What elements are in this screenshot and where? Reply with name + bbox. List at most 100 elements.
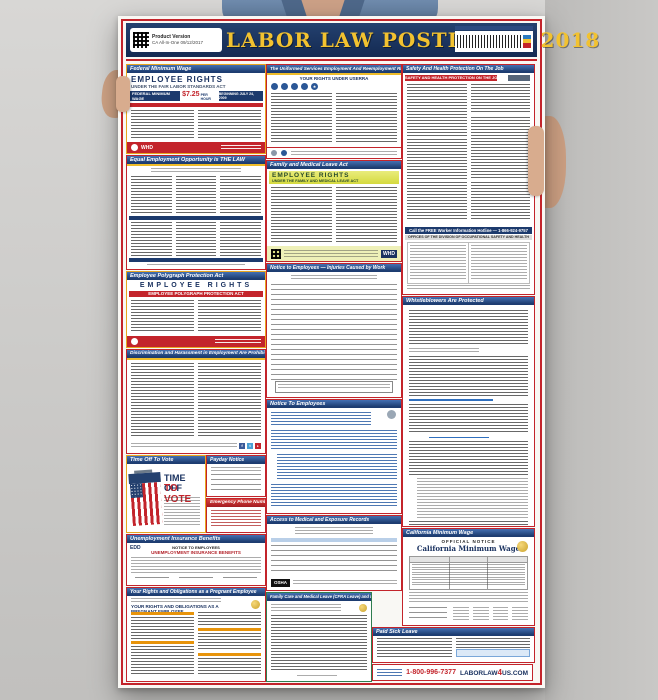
polygraph-band: EMPLOYEE POLYGRAPH PROTECTION ACT (129, 291, 263, 297)
eeo-subband-1 (129, 216, 263, 220)
safety-logo-icon (508, 75, 530, 81)
qr-code-icon (133, 32, 149, 48)
section-header-vote: Time Off To Vote (127, 456, 205, 464)
fmla-banner-sub: UNDER THE FAMILY AND MEDICAL LEAVE ACT (272, 179, 359, 183)
injuries-form-lines (271, 284, 397, 380)
section-header-fmla: Family and Medical Leave Act (267, 161, 401, 169)
section-edd-notice: Notice To Employees (266, 399, 402, 514)
section-header-psl: Paid Sick Leave (373, 628, 534, 636)
eeo-footer-lines (147, 264, 245, 267)
section-header-cmw: California Minimum Wage (403, 529, 534, 537)
footer-info-lines (377, 668, 403, 677)
cmw-rate-columns (453, 607, 528, 621)
flsa-title: EMPLOYEE RIGHTS (131, 75, 223, 84)
flsa-subtitle: UNDER THE FAIR LABOR STANDARDS ACT (131, 84, 226, 89)
footer-brand-logo: LABORLAW 4 US.COM (460, 668, 528, 677)
userra-footer-strip (267, 147, 401, 158)
section-federal-minimum-wage: Federal Minimum Wage EMPLOYEE RIGHTS UND… (126, 64, 266, 154)
payday-intro-lines (211, 467, 261, 472)
fmla-banner: EMPLOYEE RIGHTS UNDER THE FAMILY AND MED… (269, 171, 399, 184)
section-polygraph: Employee Polygraph Protection Act EMPLOY… (126, 271, 266, 348)
barcode-box (455, 31, 533, 52)
section-header-unemployment: Unemployment Insurance Benefits (127, 535, 265, 543)
whistleblower-link-line (429, 436, 489, 438)
section-safety-health: Safety And Health Protection On The Job … (402, 64, 535, 295)
barcode-caption-band (455, 26, 533, 30)
eeo-intro-lines (151, 168, 241, 174)
userra-footer-logo-icon (271, 150, 277, 156)
section-fmla: Family and Medical Leave Act EMPLOYEE RI… (266, 160, 402, 262)
fmla-footer-lines (284, 249, 379, 258)
section-header-whistleblower: Whistleblowers Are Protected (403, 297, 534, 305)
barcode-logo-icon (523, 35, 531, 48)
section-header-eeo: Equal Employment Opportunity is THE LAW (127, 156, 265, 164)
cmw-official-notice: OFFICIAL NOTICE (441, 539, 496, 544)
vote-body-lines (164, 497, 200, 527)
poster-header-band: Product Version CA All-In-One 09/12/2017… (126, 23, 599, 57)
section-cfra: Family Care and Medical Leave (CFRA Leav… (266, 592, 372, 682)
access-footer-row: OSHA (271, 578, 397, 587)
userra-branch-icon (281, 83, 288, 90)
flsa-body-text (131, 110, 261, 138)
eeo-body-top (131, 176, 262, 214)
section-header-injuries: Notice to Employees — Injuries Caused by… (267, 264, 401, 272)
injuries-notice-box (275, 381, 393, 393)
section-userra: The Uniformed Services Employment And Re… (266, 64, 402, 159)
userra-star-icon: ★ (311, 83, 318, 90)
section-header-cfra: Family Care and Medical Leave (CFRA Leav… (267, 593, 371, 601)
flsa-per-hour: PER HOUR (200, 93, 211, 101)
discrimination-footer: f t ► (131, 442, 261, 450)
injuries-title-lines (291, 275, 377, 281)
unemployment-body-lines (131, 557, 261, 573)
section-header-polygraph: Employee Polygraph Protection Act (127, 272, 265, 280)
flsa-wage-band: FEDERAL MINIMUM WAGE $7.25 PER HOUR BEGI… (129, 91, 263, 101)
person-right-fingers (528, 126, 544, 196)
poster-footer-bar: 1-800-996-7377 LABORLAW 4 US.COM (372, 664, 533, 681)
section-emergency-numbers: Emergency Phone Numbers (206, 498, 266, 533)
flsa-footer-lines (221, 144, 261, 151)
dol-seal-icon (131, 144, 138, 151)
section-header-edd-notice: Notice To Employees (267, 400, 401, 408)
fmla-banner-title: EMPLOYEE RIGHTS (272, 172, 350, 179)
cfra-footer-line (297, 675, 337, 678)
cmw-rate-table (409, 556, 528, 590)
userra-branch-icon (291, 83, 298, 90)
ballot-box-illustration (128, 469, 164, 527)
edd-paragraph-2 (271, 430, 397, 450)
section-eeo: Equal Employment Opportunity is THE LAW (126, 155, 266, 270)
section-access-records: Access to Medical and Exposure Records O… (266, 515, 402, 591)
fmla-body (271, 187, 397, 243)
safety-band: SAFETY AND HEALTH PROTECTION ON THE JOB (405, 75, 497, 81)
cmw-fineprint (409, 592, 528, 604)
flsa-footer-bar: WHD (127, 142, 265, 153)
youtube-icon: ► (255, 443, 261, 449)
barcode-icon (457, 35, 521, 48)
userra-body (271, 93, 397, 143)
section-whistleblower: Whistleblowers Are Protected (402, 296, 535, 527)
access-footer-lines (293, 579, 397, 586)
section-injuries: Notice to Employees — Injuries Caused by… (266, 263, 402, 398)
discrimination-footer-lines (131, 443, 237, 449)
psl-body (377, 638, 530, 658)
safety-offices-title: OFFICES OF THE DIVISION OF OCCUPATIONAL … (405, 235, 532, 240)
person-left-fingers (116, 76, 130, 112)
userra-branch-icon (301, 83, 308, 90)
flsa-effective: BEGINNING JULY 24, 2009 (218, 92, 254, 100)
poster-red-frame (121, 19, 542, 685)
polygraph-title: EMPLOYEE RIGHTS (139, 282, 253, 289)
cmw-title: California Minimum Wage (416, 544, 521, 553)
whd-label: WHD (141, 144, 153, 151)
footer-brand-post: US.COM (502, 670, 528, 677)
section-ca-minimum-wage: California Minimum Wage OFFICIAL NOTICE … (402, 528, 535, 626)
section-discrimination: Discrimination and Harassment in Employm… (126, 349, 266, 454)
background-right-shade (545, 0, 658, 700)
product-version-line1: Product Version (152, 34, 191, 40)
safety-hotline-band: Call the FREE Worker Information Hotline… (405, 227, 532, 234)
product-version-box: Product Version CA All-In-One 09/12/2017 (130, 28, 222, 52)
polygraph-body (131, 300, 261, 332)
unemployment-title1: NOTICE TO EMPLOYEES (172, 545, 220, 550)
flsa-wage: $7.25 (182, 91, 200, 98)
flsa-band-label: FEDERAL MINIMUM WAGE (132, 91, 170, 101)
polygraph-footer-bar (127, 336, 265, 347)
